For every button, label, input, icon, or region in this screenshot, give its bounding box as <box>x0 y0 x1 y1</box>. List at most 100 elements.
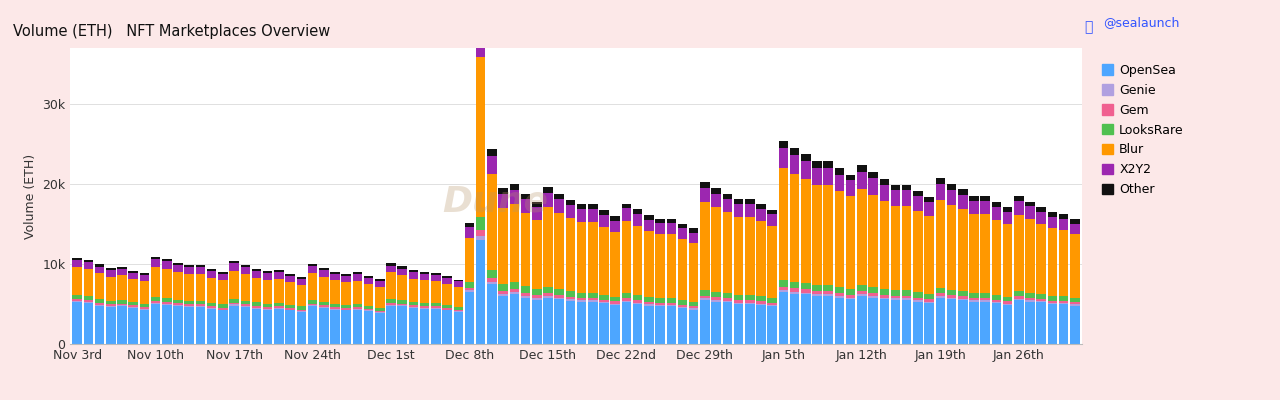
Bar <box>285 276 294 282</box>
Bar <box>1070 298 1079 302</box>
Bar <box>73 295 82 299</box>
Bar <box>879 179 890 185</box>
Bar <box>992 207 1001 220</box>
Bar <box>431 306 440 308</box>
Bar <box>297 277 306 279</box>
Bar <box>733 217 744 295</box>
Bar <box>667 298 676 303</box>
Bar <box>509 292 520 294</box>
Bar <box>801 179 810 283</box>
Bar <box>868 296 878 298</box>
Bar <box>184 265 195 268</box>
Bar <box>465 282 475 288</box>
Bar <box>476 57 485 217</box>
Bar <box>342 305 351 308</box>
Bar <box>420 303 429 306</box>
Bar <box>509 294 520 344</box>
Bar <box>297 311 306 312</box>
Bar <box>801 292 810 294</box>
Bar <box>813 296 822 344</box>
Bar <box>1025 300 1034 302</box>
Bar <box>756 301 765 304</box>
Bar <box>891 298 900 300</box>
Bar <box>196 268 205 274</box>
Bar <box>677 300 687 305</box>
Bar <box>588 302 598 344</box>
Bar <box>554 298 564 299</box>
Bar <box>622 301 631 302</box>
Bar <box>1014 300 1024 344</box>
Bar <box>375 279 384 281</box>
Bar <box>285 305 294 308</box>
Legend: OpenSea, Genie, Gem, LooksRare, Blur, X2Y2, Other: OpenSea, Genie, Gem, LooksRare, Blur, X2… <box>1098 60 1188 200</box>
Bar <box>173 272 183 300</box>
Bar <box>1025 202 1034 206</box>
Bar <box>118 306 127 344</box>
Bar <box>218 308 228 310</box>
Bar <box>712 302 721 344</box>
Bar <box>218 274 228 280</box>
Bar <box>733 295 744 300</box>
Bar <box>655 303 664 305</box>
Bar <box>196 306 205 307</box>
Bar <box>431 272 440 274</box>
Bar <box>1025 206 1034 219</box>
Bar <box>1025 219 1034 293</box>
Bar <box>622 302 631 344</box>
Bar <box>868 178 878 195</box>
Bar <box>655 234 664 298</box>
Bar <box>879 298 890 299</box>
Bar <box>599 300 609 302</box>
Bar <box>420 306 429 308</box>
Bar <box>577 222 586 292</box>
Bar <box>498 294 508 296</box>
Bar <box>677 228 687 239</box>
Bar <box>443 308 452 310</box>
Bar <box>936 293 945 296</box>
Bar <box>509 289 520 292</box>
Bar <box>106 277 115 301</box>
Bar <box>644 302 654 304</box>
Bar <box>364 306 374 309</box>
Bar <box>387 299 396 303</box>
Bar <box>1014 215 1024 291</box>
Bar <box>364 310 374 311</box>
Bar <box>207 306 216 308</box>
Bar <box>745 295 754 300</box>
Bar <box>229 304 239 306</box>
Bar <box>509 204 520 282</box>
Bar <box>957 195 968 209</box>
Bar <box>599 302 609 303</box>
Bar <box>140 304 150 307</box>
Bar <box>498 188 508 194</box>
Bar <box>241 267 250 274</box>
Bar <box>1037 302 1046 344</box>
Text: Dune: Dune <box>442 185 548 219</box>
Bar <box>229 302 239 304</box>
Bar <box>813 168 822 185</box>
Bar <box>128 308 138 344</box>
Bar <box>387 266 396 272</box>
Bar <box>924 197 934 202</box>
Bar <box>431 308 440 309</box>
Bar <box>398 306 407 344</box>
Bar <box>577 292 586 298</box>
Bar <box>566 299 575 301</box>
Bar <box>509 282 520 289</box>
Bar <box>420 272 429 274</box>
Bar <box>73 258 82 260</box>
Bar <box>902 185 911 190</box>
Bar <box>902 298 911 300</box>
Bar <box>632 209 643 214</box>
Bar <box>128 279 138 302</box>
Bar <box>330 274 339 280</box>
Bar <box>196 307 205 344</box>
Bar <box>1048 217 1057 228</box>
Bar <box>936 184 945 200</box>
Bar <box>83 260 93 262</box>
Bar <box>151 301 160 303</box>
Bar <box>297 306 306 310</box>
Bar <box>924 300 934 302</box>
Bar <box>689 228 699 232</box>
Bar <box>868 298 878 344</box>
